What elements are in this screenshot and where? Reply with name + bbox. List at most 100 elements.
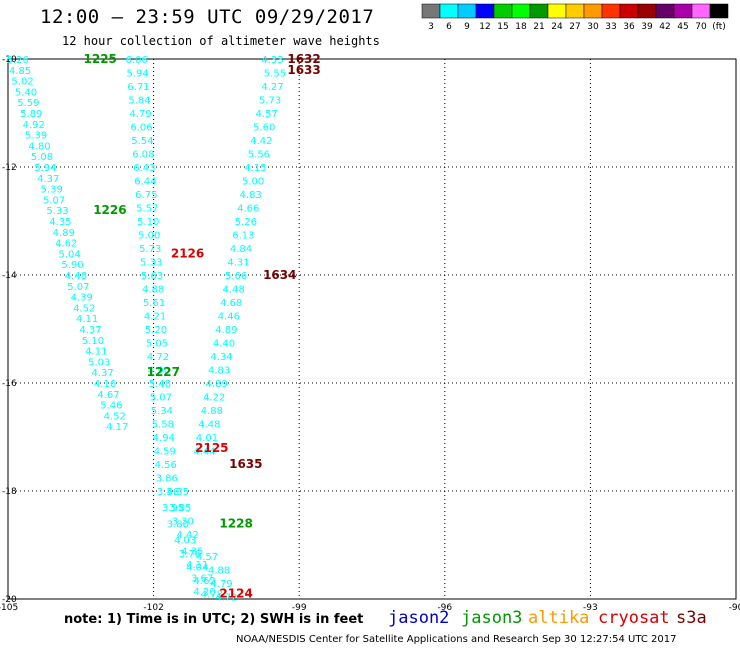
- plot-frame: [7, 58, 737, 600]
- x-tick-label: -93: [583, 603, 598, 613]
- colorbar-swatch: [547, 3, 567, 19]
- swh-value-label: 5.20: [145, 325, 167, 336]
- swh-value-label: 4.11: [85, 347, 107, 358]
- swh-value-label: 5.94: [34, 163, 56, 174]
- swh-value-label: 4.21: [144, 312, 166, 323]
- track-time-label: 1632: [287, 52, 320, 66]
- colorbar-swatch: [439, 3, 459, 19]
- chart-title: 12:00 – 23:59 UTC 09/29/2017: [40, 6, 375, 28]
- colorbar-swatch: [529, 3, 549, 19]
- swh-value-label: 4.94: [153, 433, 175, 444]
- colorbar-swatch: [583, 3, 603, 19]
- swh-value-label: 4.57: [256, 109, 278, 120]
- swh-value-label: 5.94: [126, 69, 148, 80]
- swh-value-label: 3.86: [156, 474, 178, 485]
- swh-value-label: 4.44: [193, 447, 215, 458]
- swh-value-label: 5.61: [143, 298, 165, 309]
- x-tick-label: -90: [729, 603, 740, 613]
- swh-value-label: 5.33: [140, 258, 162, 269]
- swh-value-label: 5.05: [146, 339, 168, 350]
- track-time-label: 1633: [287, 63, 320, 77]
- x-tick-label: -96: [437, 603, 452, 613]
- swh-value-label: 4.89: [206, 379, 228, 390]
- swh-value-label: 4.31: [227, 258, 249, 269]
- colorbar-swatch: [619, 3, 639, 19]
- swh-value-label: 5.40: [15, 87, 37, 98]
- swh-value-label: 6.13: [232, 231, 254, 242]
- swh-value-label: 4.03: [174, 536, 196, 547]
- colorbar-label: 45: [677, 22, 688, 32]
- track-time-label: 2126: [171, 246, 204, 260]
- x-tick-label: -105: [0, 603, 18, 613]
- track-time-label: 2124: [219, 587, 252, 601]
- swh-value-label: 4.83: [208, 366, 230, 377]
- colorbar-swatch: [673, 3, 693, 19]
- swh-value-label: 4.42: [250, 136, 272, 147]
- swh-value-label: 5.90: [61, 260, 83, 271]
- y-tick-label: -18: [2, 487, 17, 497]
- swh-value-label: 3.67: [191, 573, 213, 584]
- y-tick-label: -20: [2, 595, 17, 605]
- swh-value-label: 4.67: [97, 390, 119, 401]
- colorbar-label: 6: [446, 22, 452, 32]
- swh-value-label: 4.72: [147, 352, 169, 363]
- swh-value-label: 3.80: [167, 519, 189, 530]
- legend-jason2: jason2: [388, 608, 450, 628]
- colorbar-label: 15: [497, 22, 508, 32]
- swh-value-label: 4.78: [201, 590, 223, 601]
- swh-value-label: 5.08: [31, 152, 53, 163]
- swh-value-label: 5.33: [46, 206, 68, 217]
- swh-value-label: 5.03: [88, 357, 110, 368]
- swh-value-label: 4.40: [213, 339, 235, 350]
- swh-value-label: 4.56: [155, 460, 177, 471]
- swh-value-label: 5.26: [235, 217, 257, 228]
- track-time-label: 1635: [229, 457, 262, 471]
- track-time-label: 1228: [219, 516, 252, 530]
- swh-value-label: 4.52: [104, 411, 126, 422]
- colorbar-label: 36: [623, 22, 635, 32]
- swh-value-label: 5.56: [248, 150, 270, 161]
- track-time-label: 1634: [263, 268, 296, 282]
- swh-value-label: 5.60: [253, 123, 275, 134]
- swh-value-label: 4.35: [181, 546, 203, 557]
- swh-value-label: 4.79: [210, 579, 232, 590]
- swh-value-label: 4.20: [193, 587, 215, 598]
- swh-value-label: 5.39: [25, 131, 47, 142]
- swh-value-label: 4.46: [218, 312, 240, 323]
- colorbar-label: 42: [659, 22, 670, 32]
- swh-value-label: 4.04: [186, 563, 208, 574]
- swh-value-label: 3.30: [172, 517, 194, 528]
- y-tick-label: -12: [2, 163, 17, 173]
- swh-value-label: 4.22: [203, 393, 225, 404]
- colorbar-swatch: [601, 3, 621, 19]
- swh-value-label: 4.59: [154, 447, 176, 458]
- colorbar-swatch: [511, 3, 531, 19]
- swh-value-label: 4.88: [201, 406, 223, 417]
- colorbar-swatch: [565, 3, 585, 19]
- swh-value-label: 6.06: [130, 123, 152, 134]
- swh-value-label: 3.56: [157, 487, 179, 498]
- colorbar-label: 70: [695, 22, 707, 32]
- swh-value-label: 4.72: [215, 592, 237, 603]
- swh-value-label: 4.48: [223, 285, 245, 296]
- swh-value-label: 4.66: [237, 204, 259, 215]
- swh-value-label: 4.84: [230, 244, 252, 255]
- swh-value-label: 5.04: [59, 249, 81, 260]
- footnote: note: 1) Time is in UTC; 2) SWH is in fe…: [64, 612, 364, 627]
- swh-value-label: 5.58: [152, 420, 174, 431]
- swh-value-label: 5.57: [136, 204, 158, 215]
- track-time-label: 2125: [195, 441, 228, 455]
- swh-value-label: 4.17: [106, 422, 128, 433]
- colorbar-label: 3: [428, 22, 434, 32]
- track-time-label: 1225: [84, 52, 117, 66]
- swh-value-label: 6.43: [133, 163, 155, 174]
- colorbar-swatch: [637, 3, 657, 19]
- swh-value-label: 4.68: [220, 298, 242, 309]
- swh-value-label: 4.48: [65, 271, 87, 282]
- swh-value-label: 4.62: [55, 239, 77, 250]
- colorbar-swatch: [709, 3, 729, 19]
- swh-value-label: 6.06: [125, 55, 147, 66]
- swh-value-label: 4.48: [198, 420, 220, 431]
- swh-value-label: 4.35: [49, 217, 71, 228]
- y-tick-label: -16: [2, 379, 17, 389]
